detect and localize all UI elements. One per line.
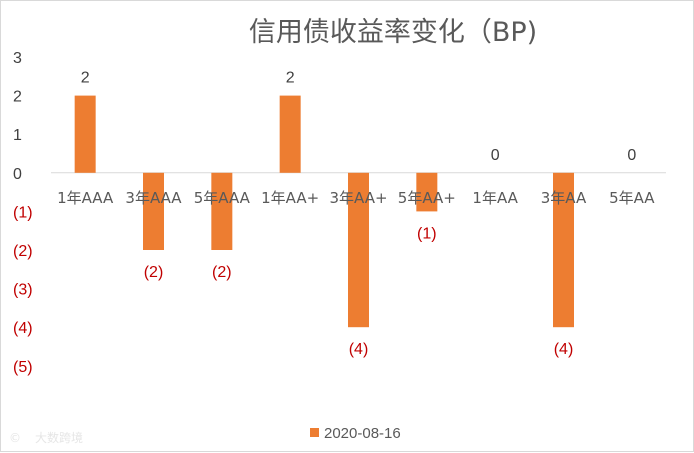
data-label: 0 (491, 147, 500, 164)
y-tick-label: (5) (13, 359, 33, 376)
bar (348, 172, 369, 328)
y-tick-label: (4) (13, 320, 33, 337)
y-tick-label: (2) (13, 243, 33, 260)
y-tick-label: 1 (13, 127, 22, 144)
legend-label: 2020-08-16 (324, 425, 401, 442)
bar (416, 172, 438, 212)
data-label: (2) (144, 264, 164, 281)
bar (553, 172, 574, 328)
data-label: (4) (349, 341, 369, 358)
data-label: (4) (554, 341, 574, 358)
watermark-logo: © (9, 431, 21, 445)
y-axis-ticks: 3 2 1 0 (1) (2) (3) (4) (5) (13, 50, 33, 376)
category-label: 3年AAA (125, 189, 182, 207)
category-labels: 1年AAA 3年AAA 5年AAA 1年AA+ 3年AA+ 5年AA+ 1年AA 3年AA 5年… (57, 189, 655, 207)
data-labels: 2 (2) (2) 2 (4) (1) 0 (4) 0 (81, 70, 637, 359)
data-label: (1) (417, 225, 437, 242)
category-label: 5年AAA (194, 189, 251, 207)
data-label: 0 (627, 147, 636, 164)
category-label: 3年AA+ (329, 189, 387, 207)
y-tick-label: (3) (13, 282, 33, 299)
legend-swatch (310, 428, 319, 437)
y-tick-label: 3 (13, 50, 22, 67)
bar (143, 172, 164, 250)
bar (211, 172, 233, 250)
data-label: 2 (81, 70, 90, 87)
data-label: 2 (286, 70, 295, 87)
chart-title: 信用债收益率变化（BP) (249, 17, 537, 48)
category-label: 1年AAA (57, 189, 114, 207)
bar (74, 95, 96, 173)
category-label: 5年AA+ (398, 189, 456, 207)
category-label: 1年AA+ (261, 189, 319, 207)
y-tick-label: 2 (13, 89, 22, 106)
bar (279, 95, 301, 173)
y-tick-label: (1) (13, 204, 33, 221)
watermark: © 大数跨境 (9, 430, 83, 445)
category-label: 5年AA (609, 189, 655, 207)
y-tick-label: 0 (13, 166, 22, 183)
category-label: 1年AA (472, 189, 518, 207)
category-label: 3年AA (541, 189, 587, 207)
data-label: (2) (212, 264, 232, 281)
watermark-text: 大数跨境 (35, 430, 83, 445)
legend: 2020-08-16 (310, 425, 401, 442)
bar-series (74, 95, 574, 328)
